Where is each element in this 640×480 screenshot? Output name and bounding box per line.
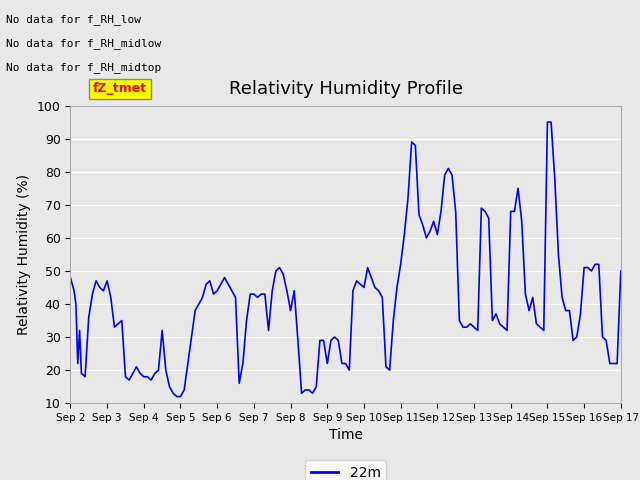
X-axis label: Time: Time: [328, 429, 363, 443]
Text: fZ_tmet: fZ_tmet: [93, 82, 147, 96]
Legend: 22m: 22m: [305, 460, 386, 480]
Y-axis label: Relativity Humidity (%): Relativity Humidity (%): [17, 174, 31, 335]
Title: Relativity Humidity Profile: Relativity Humidity Profile: [228, 81, 463, 98]
Text: No data for f_RH_low: No data for f_RH_low: [6, 14, 141, 25]
Text: No data for f_RH_midtop: No data for f_RH_midtop: [6, 62, 162, 73]
Text: No data for f_RH_midlow: No data for f_RH_midlow: [6, 38, 162, 49]
